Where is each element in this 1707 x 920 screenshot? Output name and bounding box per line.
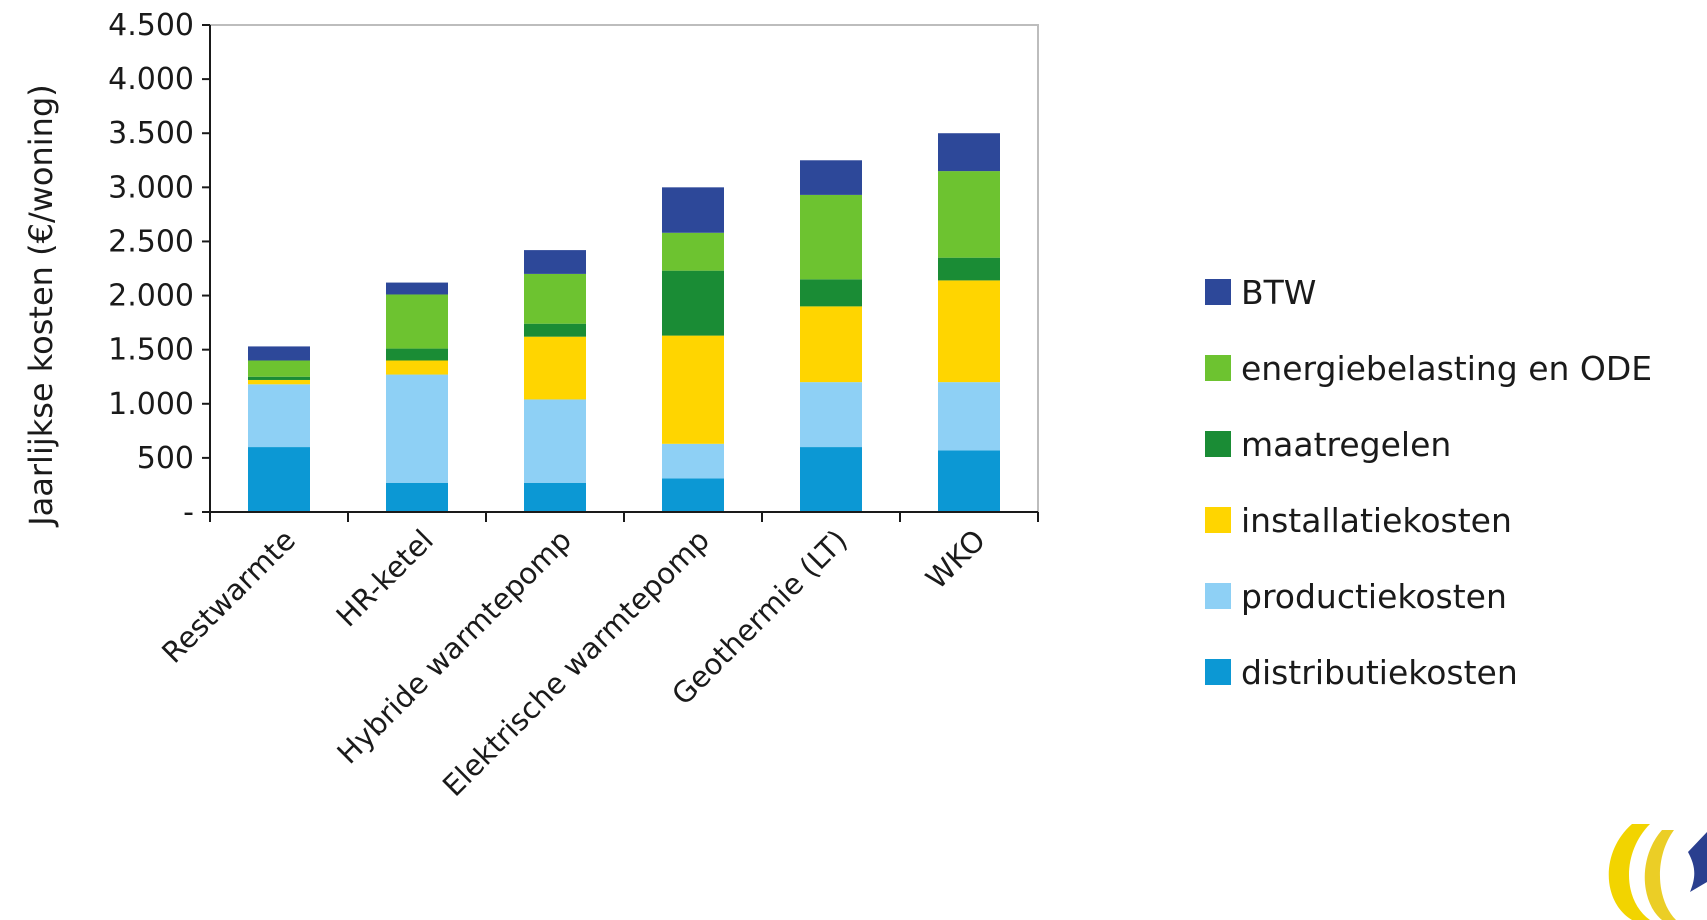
bar-segment-BTW-0	[248, 346, 310, 361]
bars	[248, 133, 1000, 512]
legend-swatch	[1205, 583, 1231, 609]
bar-segment-maatregelen-5	[938, 257, 1000, 281]
bar-segment-energiebelasting-en-ODE-1	[386, 294, 448, 349]
x-category-label-2: Hybride warmtepomp	[330, 523, 577, 770]
bar-segment-energiebelasting-en-ODE-0	[248, 360, 310, 377]
bar-segment-energiebelasting-en-ODE-4	[800, 194, 862, 280]
bar-segment-productiekosten-5	[938, 382, 1000, 451]
legend-label: maatregelen	[1241, 424, 1452, 464]
bar-segment-distributiekosten-3	[662, 478, 724, 512]
bar-segment-installatiekosten-2	[524, 336, 586, 400]
y-tick-label-4: 2.000	[108, 279, 194, 314]
x-category-label-5: WKO	[919, 523, 992, 596]
bar-segment-installatiekosten-3	[662, 335, 724, 444]
legend-item-maatregelen: maatregelen	[1205, 406, 1652, 482]
plot-area-border	[209, 24, 1039, 513]
y-tick-label-5: 2.500	[108, 224, 194, 259]
bar-segment-installatiekosten-1	[386, 360, 448, 375]
bar-segment-maatregelen-4	[800, 279, 862, 307]
logo-yellow-arc-inner	[1644, 830, 1676, 920]
bar-segment-maatregelen-2	[524, 323, 586, 337]
bar-segment-BTW-1	[386, 282, 448, 295]
y-tick-label-9: 4.500	[108, 8, 194, 43]
bar-segment-BTW-5	[938, 133, 1000, 172]
logo-blue-mark	[1688, 832, 1707, 892]
bar-segment-productiekosten-3	[662, 443, 724, 479]
y-tick-label-7: 3.500	[108, 116, 194, 151]
plot-area	[209, 24, 1039, 513]
legend-label: productiekosten	[1241, 576, 1507, 616]
legend-item-BTW: BTW	[1205, 254, 1652, 330]
ce-delft-logo	[1608, 824, 1707, 920]
bar-segment-distributiekosten-0	[248, 447, 310, 512]
legend-label: distributiekosten	[1241, 652, 1518, 692]
bar-segment-distributiekosten-5	[938, 450, 1000, 512]
y-tick-label-8: 4.000	[108, 62, 194, 97]
legend: BTW energiebelasting en ODE maatregelen ins…	[1205, 254, 1652, 710]
y-tick-label-2: 1.000	[108, 387, 194, 422]
bar-segment-installatiekosten-4	[800, 306, 862, 383]
x-category-label-3: Elektrische warmtepomp	[436, 523, 716, 803]
axes	[202, 24, 1039, 522]
y-tick-label-3: 1.500	[108, 333, 194, 368]
y-tick-label-0: -	[183, 495, 194, 530]
legend-swatch	[1205, 659, 1231, 685]
bar-segment-maatregelen-3	[662, 270, 724, 336]
x-category-label-0: Restwarmte	[155, 523, 302, 670]
x-category-label-1: HR-ketel	[330, 523, 440, 633]
bar-segment-BTW-2	[524, 250, 586, 274]
legend-swatch	[1205, 355, 1231, 381]
y-tick-label-1: 500	[137, 441, 194, 476]
bar-segment-productiekosten-1	[386, 374, 448, 483]
bar-segment-distributiekosten-4	[800, 447, 862, 512]
y-axis-title: Jaarlijkse kosten (€/woning)	[22, 84, 60, 528]
logo-yellow-arc-outer	[1608, 824, 1650, 920]
legend-item-installatiekosten: installatiekosten	[1205, 482, 1652, 558]
bar-segment-productiekosten-0	[248, 384, 310, 448]
legend-swatch	[1205, 279, 1231, 305]
legend-swatch	[1205, 507, 1231, 533]
bar-segment-energiebelasting-en-ODE-3	[662, 232, 724, 271]
legend-swatch	[1205, 431, 1231, 457]
bar-segment-energiebelasting-en-ODE-2	[524, 273, 586, 324]
bar-segment-energiebelasting-en-ODE-5	[938, 171, 1000, 258]
y-tick-labels: - 500 1.000 1.500 2.000 2.500 3.000 3.500 4.000 4…	[108, 8, 194, 530]
bar-segment-BTW-3	[662, 187, 724, 233]
bar-segment-distributiekosten-1	[386, 482, 448, 512]
bar-segment-maatregelen-1	[386, 348, 448, 361]
bar-segment-productiekosten-2	[524, 399, 586, 483]
legend-label: BTW	[1241, 272, 1317, 312]
y-tick-label-6: 3.000	[108, 170, 194, 205]
bar-segment-installatiekosten-0	[248, 379, 310, 385]
bar-segment-installatiekosten-5	[938, 280, 1000, 383]
bar-segment-distributiekosten-2	[524, 482, 586, 512]
bar-segment-maatregelen-0	[248, 376, 310, 380]
bar-segment-productiekosten-4	[800, 382, 862, 448]
legend-item-productiekosten: productiekosten	[1205, 558, 1652, 634]
bar-segment-BTW-4	[800, 160, 862, 195]
legend-label: installatiekosten	[1241, 500, 1512, 540]
legend-item-distributiekosten: distributiekosten	[1205, 634, 1652, 710]
legend-label: energiebelasting en ODE	[1241, 348, 1653, 388]
legend-item-energiebelasting-en-ODE: energiebelasting en ODE	[1205, 330, 1652, 406]
